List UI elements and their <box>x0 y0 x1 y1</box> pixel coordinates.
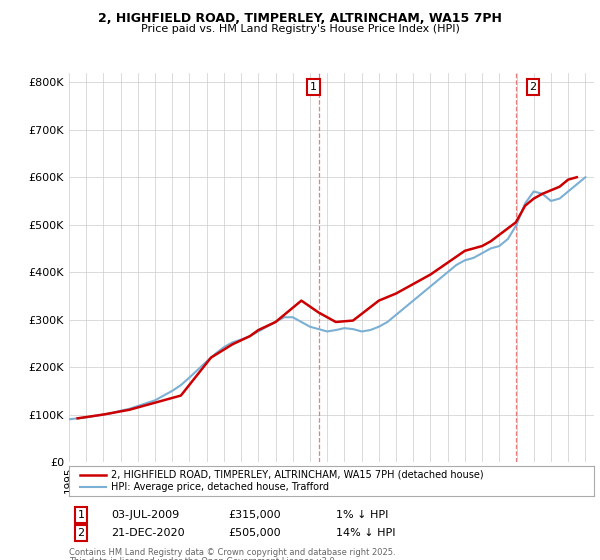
Text: This data is licensed under the Open Government Licence v3.0.: This data is licensed under the Open Gov… <box>69 557 337 560</box>
Text: Contains HM Land Registry data © Crown copyright and database right 2025.: Contains HM Land Registry data © Crown c… <box>69 548 395 557</box>
Text: 03-JUL-2009: 03-JUL-2009 <box>111 510 179 520</box>
Text: 2, HIGHFIELD ROAD, TIMPERLEY, ALTRINCHAM, WA15 7PH (detached house): 2, HIGHFIELD ROAD, TIMPERLEY, ALTRINCHAM… <box>111 470 484 479</box>
Text: Price paid vs. HM Land Registry's House Price Index (HPI): Price paid vs. HM Land Registry's House … <box>140 24 460 34</box>
Text: 21-DEC-2020: 21-DEC-2020 <box>111 528 185 538</box>
Text: 1% ↓ HPI: 1% ↓ HPI <box>336 510 388 520</box>
Text: 1: 1 <box>77 510 85 520</box>
Text: HPI: Average price, detached house, Trafford: HPI: Average price, detached house, Traf… <box>111 483 329 492</box>
Text: 2: 2 <box>77 528 85 538</box>
Text: £315,000: £315,000 <box>228 510 281 520</box>
Text: £505,000: £505,000 <box>228 528 281 538</box>
Text: 1: 1 <box>310 82 317 92</box>
Text: 2: 2 <box>530 82 536 92</box>
Text: 14% ↓ HPI: 14% ↓ HPI <box>336 528 395 538</box>
Text: 2, HIGHFIELD ROAD, TIMPERLEY, ALTRINCHAM, WA15 7PH: 2, HIGHFIELD ROAD, TIMPERLEY, ALTRINCHAM… <box>98 12 502 25</box>
